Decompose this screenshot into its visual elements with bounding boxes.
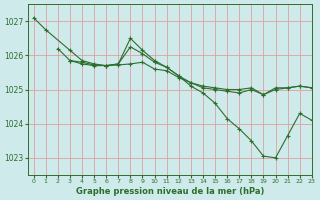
X-axis label: Graphe pression niveau de la mer (hPa): Graphe pression niveau de la mer (hPa) <box>76 187 264 196</box>
